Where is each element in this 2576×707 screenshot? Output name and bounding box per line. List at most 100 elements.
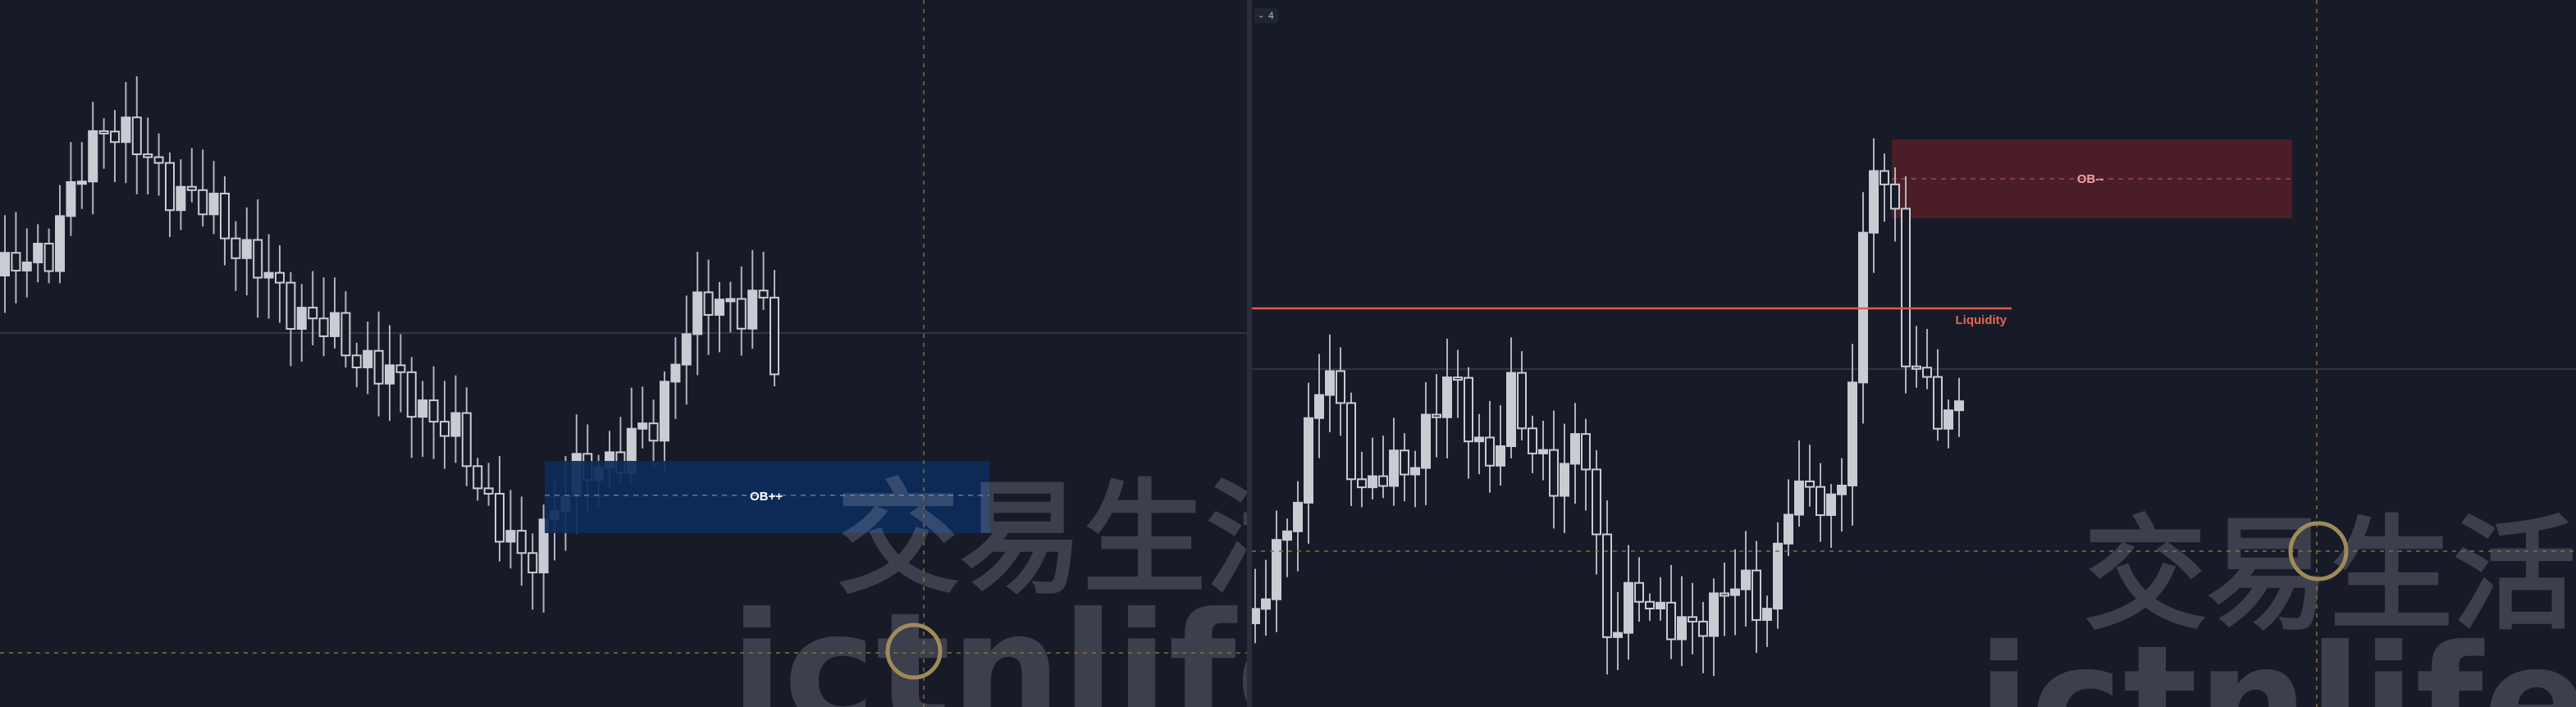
candle-body [1634,582,1644,603]
candle-body [363,349,373,368]
candle [1464,367,1473,479]
candle [428,366,439,459]
candle [692,251,703,376]
candle-body [98,130,109,135]
candle-body [1464,376,1473,443]
candle-body [33,243,43,263]
cursor-ring [2288,521,2349,582]
candle-body [1698,620,1708,637]
candle-body [66,180,76,217]
candle [461,387,472,486]
candle [1432,374,1441,458]
candle [1784,479,1793,556]
candle-body [1517,372,1527,430]
candle [670,337,681,419]
candle [736,266,747,356]
candle-body [1421,413,1431,469]
candle-body [758,290,769,299]
candle [715,281,724,353]
candle-body [351,354,362,368]
candle-body [165,162,175,212]
candle [703,259,714,355]
candle [176,159,186,230]
candle [505,490,516,569]
candle-body [121,116,131,144]
candle-body [11,252,21,271]
candle [725,281,736,333]
candle-body [538,518,549,574]
candle-body [1442,376,1452,418]
candle-body [461,412,472,468]
candle-body [340,312,351,357]
candle-body [1581,433,1591,471]
candle [1901,176,1911,394]
candle [21,228,32,298]
candle [1816,463,1825,542]
indicator-count: 4 [1268,10,1274,21]
candle-body [1805,480,1815,488]
ob-bull-label: OB++ [750,490,783,504]
candle-body [1666,601,1676,641]
candle [1346,392,1356,507]
candle [1378,436,1388,499]
candle [121,82,131,184]
candle [473,458,483,501]
candle [275,245,285,323]
ob-bull-zone [545,461,989,533]
candle-body [1474,436,1484,443]
candle [1837,458,1847,532]
candle [1879,153,1889,222]
candle [1314,354,1324,458]
candle-body [450,412,461,437]
candle [1741,531,1751,627]
candle-body [1613,632,1623,638]
indicator-toggle[interactable] [1254,8,1278,23]
candle [165,152,175,237]
candle [76,142,87,209]
candle [395,334,406,413]
liquidity-label: Liquidity [1956,313,2007,327]
candle [33,224,43,283]
candle-body [55,215,65,272]
candle-body [747,290,758,330]
candle [0,215,10,313]
candle [1911,326,1921,388]
candle [1592,449,1601,575]
candle-body [296,307,307,330]
candle [198,149,208,227]
candle [363,322,373,395]
candle-body [1602,533,1612,638]
candle [1368,437,1377,500]
candle-body [670,363,681,383]
candle-body [198,189,208,216]
candle [1252,568,1260,644]
candle-body [1879,170,1889,185]
candle-body [736,298,747,330]
candle-body [770,296,779,376]
candle [318,277,329,357]
candle [1325,334,1335,432]
candle-body [1677,616,1687,641]
candle [1624,545,1633,660]
candle [208,161,219,235]
candle [1805,445,1815,507]
candle [351,342,362,388]
candle [1645,593,1655,621]
candle [1773,522,1783,629]
candle [1922,329,1932,390]
cursor-ring [885,623,943,680]
candle-body [143,153,153,158]
candle-body [473,465,483,490]
candle-body [528,552,538,574]
candle [516,496,527,586]
left-panel: OB++ 交易生活 ictnlife.com [0,0,1247,707]
candle-body [1325,370,1335,396]
candle-body [1549,449,1559,497]
candle [131,76,142,194]
candle [1709,578,1719,677]
candle [1560,423,1569,533]
candle-body [1314,394,1324,419]
candle [483,463,494,506]
candle [1581,418,1591,511]
candle-body [1911,365,1921,370]
